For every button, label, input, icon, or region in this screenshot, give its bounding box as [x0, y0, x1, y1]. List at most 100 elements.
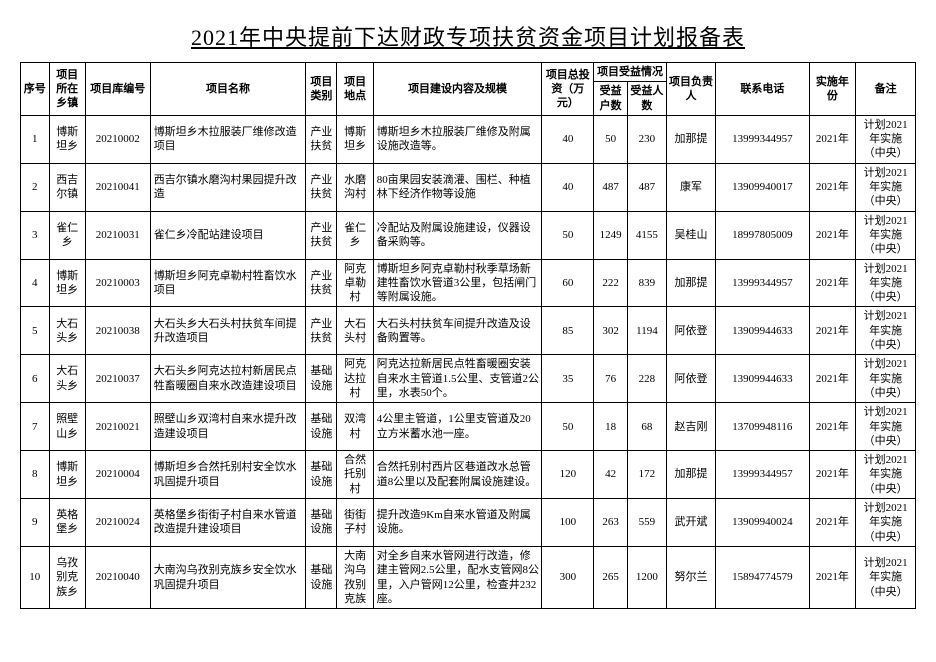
cell-code: 20210004 — [85, 451, 150, 499]
table-row: 1博斯坦乡20210002博斯坦乡木拉服装厂维修改造项目产业扶贫博斯坦乡博斯坦乡… — [21, 115, 916, 163]
cell-town: 照壁山乡 — [49, 403, 85, 451]
cell-phone: 15894774579 — [716, 546, 809, 608]
cell-pp: 559 — [627, 499, 666, 547]
table-row: 10乌孜别克族乡20210040大南沟乌孜别克族乡安全饮水巩固提升项目基础设施大… — [21, 546, 916, 608]
cell-phone: 13999344957 — [716, 259, 809, 307]
cell-year: 2021年 — [809, 451, 856, 499]
cell-phone: 13999344957 — [716, 115, 809, 163]
cell-code: 20210031 — [85, 211, 150, 259]
cell-town: 雀仁乡 — [49, 211, 85, 259]
cell-person: 吴桂山 — [666, 211, 715, 259]
cell-pp: 4155 — [627, 211, 666, 259]
th-loc: 项目地点 — [337, 63, 373, 116]
table-row: 8博斯坦乡20210004博斯坦乡合然托别村安全饮水巩固提升项目基础设施合然托别… — [21, 451, 916, 499]
cell-type: 产业扶贫 — [306, 115, 337, 163]
cell-invest: 85 — [542, 307, 594, 355]
table-row: 9英格堡乡20210024英格堡乡街街子村自来水管道改造提升建设项目基础设施街街… — [21, 499, 916, 547]
cell-town: 大石头乡 — [49, 355, 85, 403]
cell-content: 4公里主管道，1公里支管道及20立方米蓄水池一座。 — [373, 403, 542, 451]
th-phone: 联系电话 — [716, 63, 809, 116]
th-name: 项目名称 — [150, 63, 306, 116]
cell-type: 基础设施 — [306, 355, 337, 403]
cell-seq: 2 — [21, 163, 50, 211]
table-row: 3雀仁乡20210031雀仁乡冷配站建设项目产业扶贫雀仁乡冷配站及附属设施建设，… — [21, 211, 916, 259]
cell-pp: 1200 — [627, 546, 666, 608]
cell-pp: 839 — [627, 259, 666, 307]
cell-name: 大南沟乌孜别克族乡安全饮水巩固提升项目 — [150, 546, 306, 608]
cell-loc: 双湾村 — [337, 403, 373, 451]
cell-year: 2021年 — [809, 163, 856, 211]
cell-town: 博斯坦乡 — [49, 451, 85, 499]
cell-invest: 50 — [542, 211, 594, 259]
cell-loc: 阿克达拉村 — [337, 355, 373, 403]
table-row: 5大石头乡20210038大石头乡大石头村扶贫车间提升改造项目产业扶贫大石头村大… — [21, 307, 916, 355]
table-body: 1博斯坦乡20210002博斯坦乡木拉服装厂维修改造项目产业扶贫博斯坦乡博斯坦乡… — [21, 115, 916, 608]
cell-remark: 计划2021年实施（中央） — [856, 211, 916, 259]
cell-code: 20210003 — [85, 259, 150, 307]
cell-remark: 计划2021年实施（中央） — [856, 307, 916, 355]
cell-content: 博斯坦乡阿克卓勒村秋季草场新建牲畜饮水管道3公里，包括闸门等附属设施。 — [373, 259, 542, 307]
cell-seq: 4 — [21, 259, 50, 307]
cell-year: 2021年 — [809, 307, 856, 355]
cell-year: 2021年 — [809, 115, 856, 163]
cell-person: 加那提 — [666, 451, 715, 499]
cell-seq: 5 — [21, 307, 50, 355]
cell-name: 博斯坦乡木拉服装厂维修改造项目 — [150, 115, 306, 163]
cell-content: 博斯坦乡木拉服装厂维修及附属设施改造等。 — [373, 115, 542, 163]
cell-phone: 13709948116 — [716, 403, 809, 451]
table-row: 6大石头乡20210037大石头乡阿克达拉村新居民点牲畜暖圈自来水改造建设项目基… — [21, 355, 916, 403]
th-person: 项目负责人 — [666, 63, 715, 116]
th-benefit: 项目受益情况 — [594, 63, 667, 82]
cell-year: 2021年 — [809, 259, 856, 307]
cell-person: 努尔兰 — [666, 546, 715, 608]
cell-invest: 40 — [542, 163, 594, 211]
cell-phone: 13909940017 — [716, 163, 809, 211]
cell-year: 2021年 — [809, 403, 856, 451]
cell-remark: 计划2021年实施（中央） — [856, 355, 916, 403]
cell-remark: 计划2021年实施（中央） — [856, 403, 916, 451]
cell-town: 乌孜别克族乡 — [49, 546, 85, 608]
cell-hh: 18 — [594, 403, 628, 451]
cell-name: 大石头乡阿克达拉村新居民点牲畜暖圈自来水改造建设项目 — [150, 355, 306, 403]
cell-person: 武开斌 — [666, 499, 715, 547]
cell-content: 提升改造9Km自来水管道及附属设施。 — [373, 499, 542, 547]
cell-hh: 263 — [594, 499, 628, 547]
cell-content: 80亩果园安装滴灌、围栏、种植林下经济作物等设施 — [373, 163, 542, 211]
cell-loc: 合然托别村 — [337, 451, 373, 499]
th-town: 项目所在乡镇 — [49, 63, 85, 116]
cell-loc: 大南沟乌孜别克族 — [337, 546, 373, 608]
cell-invest: 60 — [542, 259, 594, 307]
cell-seq: 9 — [21, 499, 50, 547]
cell-hh: 487 — [594, 163, 628, 211]
cell-content: 大石头村扶贫车间提升改造及设备购置等。 — [373, 307, 542, 355]
cell-town: 大石头乡 — [49, 307, 85, 355]
cell-code: 20210038 — [85, 307, 150, 355]
cell-loc: 街街子村 — [337, 499, 373, 547]
cell-person: 赵吉刚 — [666, 403, 715, 451]
cell-pp: 68 — [627, 403, 666, 451]
cell-invest: 50 — [542, 403, 594, 451]
cell-type: 基础设施 — [306, 403, 337, 451]
cell-hh: 50 — [594, 115, 628, 163]
cell-remark: 计划2021年实施（中央） — [856, 546, 916, 608]
cell-type: 产业扶贫 — [306, 211, 337, 259]
cell-name: 大石头乡大石头村扶贫车间提升改造项目 — [150, 307, 306, 355]
cell-remark: 计划2021年实施（中央） — [856, 115, 916, 163]
cell-type: 产业扶贫 — [306, 163, 337, 211]
cell-content: 合然托别村西片区巷道改水总管道8公里以及配套附属设施建设。 — [373, 451, 542, 499]
cell-seq: 10 — [21, 546, 50, 608]
cell-hh: 1249 — [594, 211, 628, 259]
cell-phone: 13909944633 — [716, 307, 809, 355]
cell-town: 博斯坦乡 — [49, 259, 85, 307]
cell-person: 阿依登 — [666, 307, 715, 355]
cell-remark: 计划2021年实施（中央） — [856, 451, 916, 499]
cell-name: 雀仁乡冷配站建设项目 — [150, 211, 306, 259]
cell-hh: 42 — [594, 451, 628, 499]
cell-invest: 120 — [542, 451, 594, 499]
cell-content: 对全乡自来水管网进行改造，修建主管网2.5公里，配水支管网8公里，入户管网12公… — [373, 546, 542, 608]
cell-seq: 3 — [21, 211, 50, 259]
cell-type: 产业扶贫 — [306, 307, 337, 355]
cell-type: 基础设施 — [306, 451, 337, 499]
cell-pp: 230 — [627, 115, 666, 163]
cell-code: 20210037 — [85, 355, 150, 403]
